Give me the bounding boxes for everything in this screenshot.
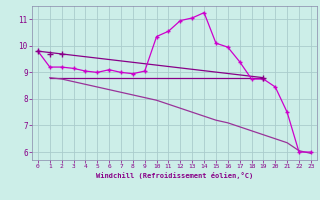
X-axis label: Windchill (Refroidissement éolien,°C): Windchill (Refroidissement éolien,°C) xyxy=(96,172,253,179)
